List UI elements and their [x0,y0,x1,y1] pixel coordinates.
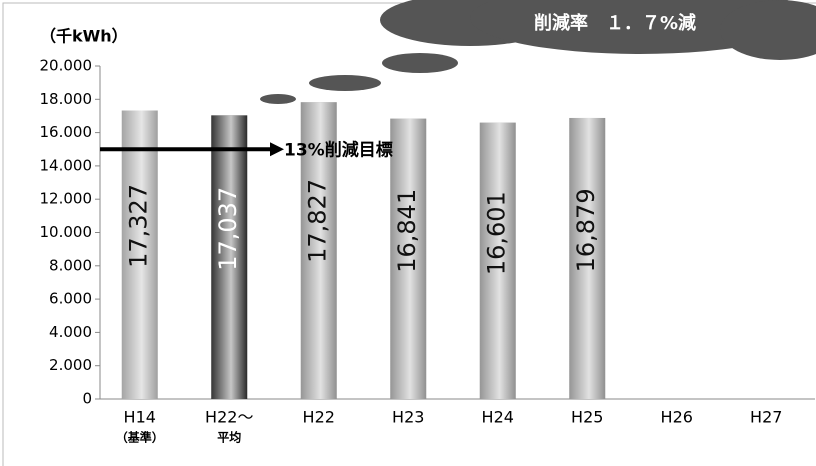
x-tick-label: H23 [392,408,424,427]
bar-shine [569,117,606,399]
y-tick-label: 16.000 [40,123,93,141]
bar-shine [121,110,158,400]
y-tick-label: 4.000 [49,323,92,341]
x-tick-label: H14 [124,408,156,427]
value-label: 16,879 [572,188,600,272]
bar-shine [300,102,337,399]
value-label: 17,037 [214,187,242,271]
x-tick-label: H22～ [205,408,253,427]
clouds [260,0,816,104]
y-tick-label: 12.000 [40,190,93,208]
x-tick-sublabel: （基準） [116,430,164,445]
y-tick-label: 2.000 [49,356,92,374]
value-label: 17,827 [304,179,332,263]
y-tick-label: 8.000 [49,256,92,274]
value-label: 17,327 [125,184,153,268]
y-tick-label: 6.000 [49,290,92,308]
y-tick-label: 20.000 [40,57,93,75]
value-label: 16,841 [393,189,421,273]
cloud [720,0,816,60]
y-unit: （千kWh） [40,27,128,46]
callout: 削減率 １．７%減 [534,12,696,34]
bar-shine [211,115,248,399]
target-label: 13%削減目標 [284,139,393,160]
cloud-bubble [260,94,296,104]
x-tick-label: H27 [750,408,782,427]
bar-shine [479,122,516,399]
y-tick-label: 14.000 [40,156,93,174]
x-tick-sublabel: 平均 [217,430,241,445]
x-tick-label: H25 [571,408,603,427]
y-tick-label: 10.000 [40,223,93,241]
cloud-bubble [382,53,458,73]
x-tick-label: H22 [303,408,335,427]
x-tick-label: H26 [661,408,693,427]
y-tick-label: 0 [82,390,92,408]
value-label: 16,601 [483,191,511,275]
x-tick-label: H24 [482,408,514,427]
bar-shine [390,118,427,399]
target-arrow [270,142,284,157]
plot: 0 2.000 4.000 6.000 8.000 10.000 12.000 14.000 1… [40,57,815,445]
cloud-bubble [309,75,381,91]
y-tick-label: 18.000 [40,90,93,108]
